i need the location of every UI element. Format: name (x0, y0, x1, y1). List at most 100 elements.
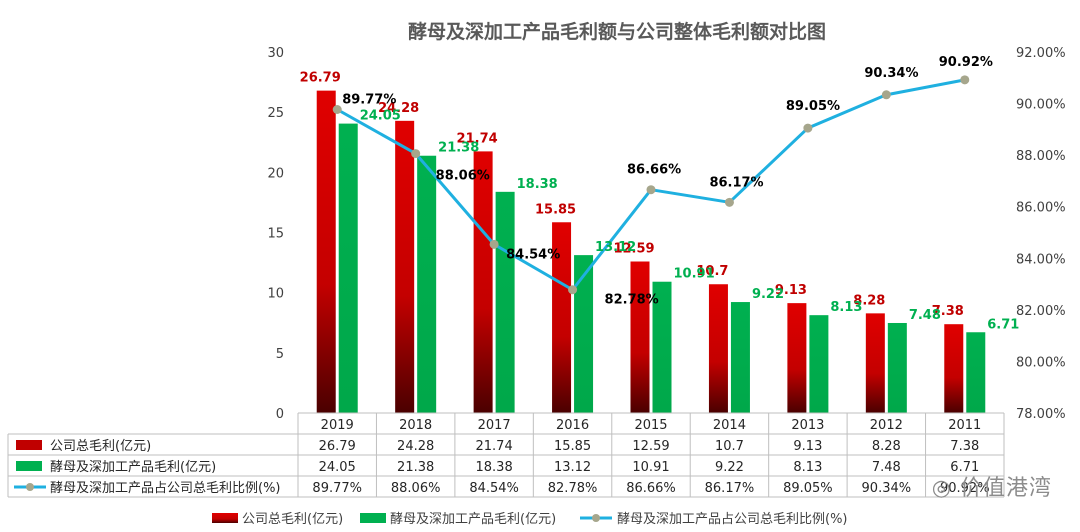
bar-yeast-label: 21.38 (438, 141, 479, 156)
table-cell: 15.85 (554, 439, 591, 454)
bar-total (473, 151, 493, 414)
bar-yeast (809, 315, 829, 413)
table-cell: 90.34% (862, 481, 912, 496)
bar-yeast (730, 302, 750, 413)
ratio-label: 84.54% (506, 247, 560, 262)
bar-yeast (495, 191, 515, 413)
bar-yeast-label: 24.05 (360, 109, 401, 124)
table-cell: 90.92% (940, 481, 990, 496)
table-cell: 7.48 (872, 460, 901, 475)
ratio-marker (489, 239, 499, 249)
bar-total (787, 303, 807, 413)
bar-yeast-label: 8.13 (830, 300, 862, 315)
table-cell: 8.28 (872, 439, 901, 454)
table-row-header: 酵母及深加工产品毛利(亿元) (50, 460, 216, 475)
table-cell: 12.59 (632, 439, 669, 454)
y-right-tick-label: 78.00% (1016, 407, 1066, 422)
bar-yeast-label: 7.48 (909, 308, 941, 323)
bar-total-label: 24.28 (378, 101, 419, 116)
bar-yeast (887, 322, 907, 413)
x-tick-label: 2014 (713, 418, 746, 433)
table-row-header: 公司总毛利(亿元) (50, 439, 151, 454)
y-right-tick-label: 88.00% (1016, 149, 1066, 164)
ratio-marker (881, 90, 891, 100)
y-right-tick-label: 90.00% (1016, 98, 1066, 113)
x-tick-label: 2011 (948, 418, 981, 433)
bar-total-label: 8.28 (853, 293, 885, 308)
watermark-text: 价值港湾 (959, 476, 1052, 501)
watermark: ◎ 价值港湾 (932, 470, 1052, 502)
table-swatch-yeast (16, 461, 42, 471)
table-cell: 13.12 (554, 460, 591, 475)
table-cell: 21.38 (397, 460, 434, 475)
ratio-marker (332, 105, 342, 115)
ratio-marker (960, 75, 970, 85)
ratio-label: 90.92% (939, 55, 993, 70)
table-cell: 7.38 (950, 439, 979, 454)
y-left-tick-label: 15 (267, 227, 284, 242)
table-cell: 24.05 (319, 460, 356, 475)
table-cell: 9.13 (793, 439, 822, 454)
x-tick-label: 2016 (556, 418, 589, 433)
table-cell: 86.66% (626, 481, 676, 496)
legend-label-ratio: 酵母及深加工产品占公司总毛利比例(%) (617, 512, 848, 527)
bar-yeast-label: 13.12 (595, 240, 636, 255)
bar-total-label: 26.79 (300, 71, 341, 86)
bar-total-label: 9.13 (775, 283, 807, 298)
y-right-tick-label: 86.00% (1016, 201, 1066, 216)
table-cell: 89.77% (312, 481, 362, 496)
table-row-header: 酵母及深加工产品占公司总毛利比例(%) (50, 481, 281, 496)
bar-yeast-label: 9.22 (752, 287, 784, 302)
bar-total (630, 261, 650, 413)
bar-total-label: 7.38 (932, 304, 964, 319)
ratio-marker (724, 197, 734, 207)
bar-yeast (417, 155, 437, 413)
y-right-tick-label: 82.00% (1016, 304, 1066, 319)
ratio-marker (568, 285, 578, 295)
bar-yeast-label: 18.38 (517, 177, 558, 192)
ratio-label: 90.34% (864, 66, 918, 81)
table-cell: 9.22 (715, 460, 744, 475)
bar-yeast (966, 332, 986, 413)
legend-label-total: 公司总毛利(亿元) (242, 512, 343, 527)
ratio-label: 82.78% (605, 293, 659, 308)
x-tick-label: 2017 (478, 418, 511, 433)
y-left-tick-label: 10 (267, 287, 284, 302)
bar-total-label: 12.59 (613, 242, 654, 257)
y-left-tick-label: 20 (267, 166, 284, 181)
y-right-tick-label: 92.00% (1016, 46, 1066, 61)
y-right-tick-label: 84.00% (1016, 252, 1066, 267)
bar-total (316, 90, 336, 413)
bar-yeast (574, 255, 594, 413)
table-cell: 8.13 (793, 460, 822, 475)
ratio-label: 89.77% (342, 93, 396, 108)
bar-yeast-label: 10.91 (674, 267, 715, 282)
bar-total-label: 21.74 (457, 131, 498, 146)
bar-total (552, 222, 572, 413)
bar-total (865, 313, 885, 413)
ratio-label: 88.06% (436, 169, 490, 184)
legend-swatch-ratio-marker (592, 514, 600, 522)
table-swatch-ratio-marker (26, 483, 34, 491)
bar-total (944, 324, 964, 413)
x-tick-label: 2013 (791, 418, 824, 433)
ratio-label: 86.66% (627, 163, 681, 178)
table-cell: 84.54% (469, 481, 519, 496)
bar-total-label: 10.7 (696, 264, 728, 279)
y-right-tick-label: 80.00% (1016, 355, 1066, 370)
table-cell: 10.91 (632, 460, 669, 475)
legend-swatch-total (212, 513, 238, 523)
table-cell: 86.17% (705, 481, 755, 496)
table-cell: 82.78% (548, 481, 598, 496)
x-tick-label: 2012 (870, 418, 903, 433)
table-cell: 10.7 (715, 439, 744, 454)
table-cell: 21.74 (476, 439, 513, 454)
ratio-marker (646, 185, 656, 195)
table-cell: 89.05% (783, 481, 833, 496)
x-tick-label: 2018 (399, 418, 432, 433)
table-cell: 88.06% (391, 481, 441, 496)
bar-total-label: 15.85 (535, 202, 576, 217)
legend-swatch-yeast (360, 513, 386, 523)
table-cell: 24.28 (397, 439, 434, 454)
